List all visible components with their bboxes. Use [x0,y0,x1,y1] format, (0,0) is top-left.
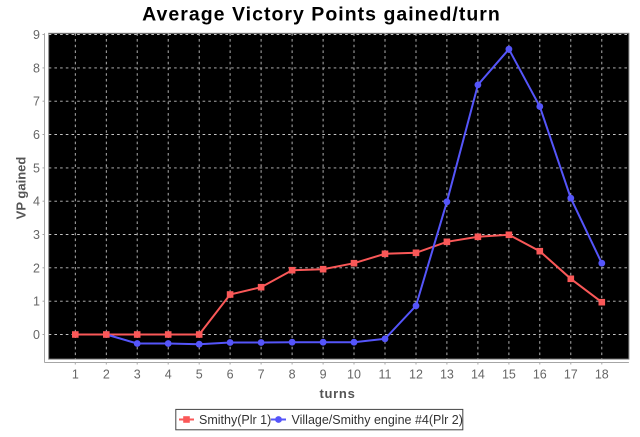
svg-text:Smithy(Plr 1): Smithy(Plr 1) [199,413,271,427]
svg-text:6: 6 [33,128,40,142]
svg-text:7: 7 [33,95,40,109]
svg-text:1: 1 [72,368,79,382]
svg-text:7: 7 [258,368,265,382]
svg-text:15: 15 [502,368,516,382]
svg-text:17: 17 [564,368,578,382]
svg-text:12: 12 [409,368,423,382]
svg-text:Average Victory Points gained/: Average Victory Points gained/turn [142,4,501,26]
svg-text:1: 1 [33,295,40,309]
svg-text:9: 9 [320,368,327,382]
svg-text:10: 10 [347,368,361,382]
svg-text:13: 13 [440,368,454,382]
svg-text:4: 4 [165,368,172,382]
svg-text:turns: turns [320,386,356,401]
svg-text:5: 5 [196,368,203,382]
svg-text:0: 0 [33,328,40,342]
svg-text:8: 8 [289,368,296,382]
svg-text:6: 6 [227,368,234,382]
svg-text:11: 11 [379,368,392,382]
svg-text:VP gained: VP gained [14,157,29,220]
svg-text:14: 14 [471,368,485,382]
svg-text:18: 18 [595,368,609,382]
svg-text:3: 3 [134,368,141,382]
svg-text:8: 8 [33,61,40,75]
svg-text:Village/Smithy engine #4(Plr 2: Village/Smithy engine #4(Plr 2) [292,413,463,427]
svg-text:2: 2 [33,261,40,275]
svg-text:2: 2 [103,368,110,382]
svg-text:3: 3 [33,228,40,242]
svg-text:5: 5 [33,161,40,175]
svg-text:4: 4 [33,195,40,209]
svg-text:16: 16 [533,368,547,382]
svg-text:9: 9 [33,28,40,42]
